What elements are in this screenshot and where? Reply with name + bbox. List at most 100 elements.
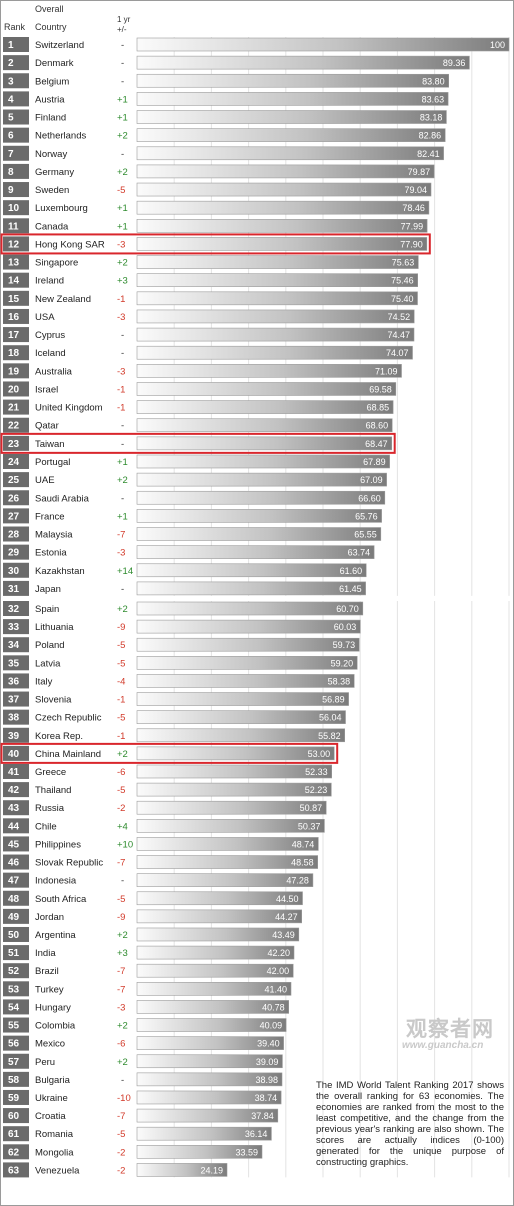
score-label: 68.47 [365, 439, 388, 449]
rank-label: 33 [8, 622, 20, 633]
change-label: +10 [117, 839, 133, 850]
rank-box [3, 200, 29, 216]
country-label: China Mainland [35, 749, 101, 760]
score-bar [136, 1145, 263, 1159]
rank-box [3, 908, 29, 924]
score-label: 74.47 [387, 330, 410, 340]
country-label: New Zealand [35, 294, 91, 305]
country-label: USA [35, 312, 55, 323]
chart-row-uae: 25 UAE +2 67.09 [3, 472, 387, 488]
rank-label: 5 [8, 113, 14, 124]
chart-row-thailand: 42 Thailand -5 52.23 [3, 782, 332, 798]
change-label: -3 [117, 548, 125, 559]
score-bar [136, 219, 428, 233]
score-label: 48.58 [291, 858, 314, 868]
rank-box [3, 435, 29, 451]
country-label: Spain [35, 604, 59, 615]
change-label: -7 [117, 1111, 125, 1122]
rank-label: 38 [8, 713, 20, 724]
country-label: Italy [35, 676, 53, 687]
score-label: 40.78 [262, 1002, 285, 1012]
rank-box [3, 890, 29, 906]
country-label: Brazil [35, 966, 59, 977]
score-bar [136, 1018, 287, 1032]
score-bar [136, 128, 446, 142]
chart-row-chile: 44 Chile +4 50.37 [3, 818, 325, 834]
country-label: Finland [35, 113, 66, 124]
chart-row-south-africa: 48 South Africa -5 44.50 [3, 890, 303, 906]
change-label: -5 [117, 713, 125, 724]
score-label: 78.46 [402, 203, 425, 213]
chart-row-estonia: 29 Estonia -3 63.74 [3, 544, 375, 560]
rank-label: 28 [8, 530, 20, 541]
change-label: - [121, 330, 124, 341]
chart-row-australia: 19 Australia -3 71.09 [3, 363, 402, 379]
change-label: -3 [117, 312, 125, 323]
score-bar [136, 1163, 228, 1177]
score-bar [136, 327, 415, 342]
rank-label: 53 [8, 984, 20, 995]
country-label: Chile [35, 821, 57, 832]
score-bar [136, 782, 332, 797]
score-bar [136, 237, 428, 251]
country-label: Romania [35, 1129, 74, 1140]
rank-label: 63 [8, 1165, 20, 1176]
country-label: Belgium [35, 76, 69, 87]
rank-box [3, 637, 29, 653]
rank-box [3, 490, 29, 506]
rank-label: 37 [8, 695, 20, 706]
chart-row-taiwan: 23 Taiwan - 68.47 [0, 432, 396, 454]
score-label: 44.50 [276, 894, 299, 904]
score-bar [136, 728, 345, 743]
rank-label: 35 [8, 658, 20, 669]
score-label: 77.90 [400, 239, 423, 249]
score-bar [136, 364, 402, 378]
chart-row-turkey: 53 Turkey -7 41.40 [3, 981, 292, 997]
change-label: -7 [117, 966, 125, 977]
score-label: 79.87 [408, 167, 431, 177]
change-label: +2 [117, 167, 128, 178]
country-label: Hungary [35, 1002, 71, 1013]
country-label: Mexico [35, 1039, 65, 1050]
score-label: 67.09 [360, 475, 383, 485]
score-label: 82.86 [419, 131, 442, 141]
chart-row-israel: 20 Israel -1 69.58 [3, 381, 397, 397]
rank-label: 29 [8, 548, 20, 559]
score-label: 47.28 [286, 876, 309, 886]
rank-label: 4 [8, 94, 14, 105]
rank-box [3, 836, 29, 852]
country-label: Lithuania [35, 622, 74, 633]
score-label: 39.40 [257, 1039, 280, 1049]
score-bar [136, 601, 364, 616]
rank-box [3, 1017, 29, 1033]
score-label: 68.60 [366, 421, 389, 431]
change-label: - [121, 493, 124, 504]
rank-label: 20 [8, 384, 20, 395]
chart-row-hong-kong-sar: 12 Hong Kong SAR -3 77.90 [0, 233, 431, 255]
score-label: 39.09 [256, 1057, 279, 1067]
country-label: Colombia [35, 1021, 76, 1032]
rank-label: 6 [8, 131, 14, 142]
change-label: -7 [117, 858, 125, 869]
chart-row-jordan: 49 Jordan -9 44.27 [3, 908, 302, 924]
rank-box [3, 218, 29, 234]
score-bar [136, 563, 367, 578]
rank-label: 14 [8, 276, 20, 287]
change-label: -7 [117, 530, 125, 541]
country-label: Latvia [35, 658, 61, 669]
chart-row-russia: 43 Russia -2 50.87 [3, 800, 327, 816]
country-label: Australia [35, 366, 73, 377]
score-bar [136, 182, 432, 197]
score-bar [136, 746, 335, 761]
chart-row-austria: 4 Austria +1 83.63 [3, 91, 449, 107]
country-label: Czech Republic [35, 713, 102, 724]
country-label: Thailand [35, 785, 71, 796]
rank-box [3, 254, 29, 270]
chart-row-ireland: 14 Ireland +3 75.46 [3, 272, 419, 288]
change-label: -7 [117, 984, 125, 995]
rank-label: 26 [8, 493, 20, 504]
score-label: 77.99 [401, 221, 424, 231]
score-bar [136, 819, 325, 833]
country-label: Philippines [35, 839, 81, 850]
change-label: -5 [117, 1129, 125, 1140]
